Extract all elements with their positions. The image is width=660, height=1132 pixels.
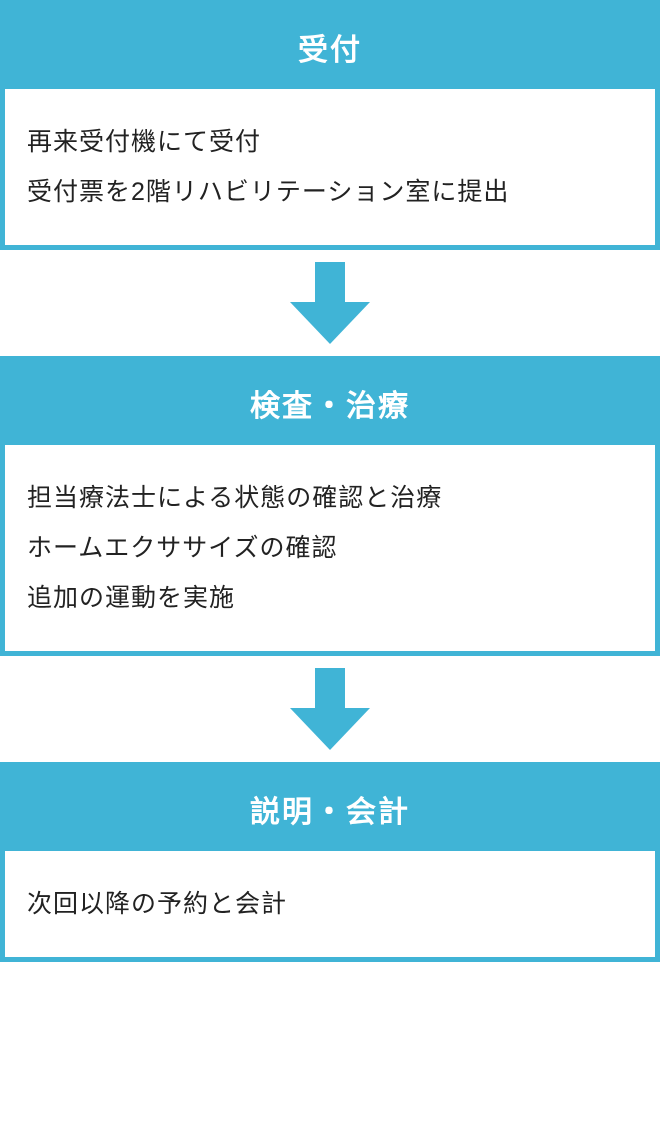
flow-step-2-body: 担当療法士による状態の確認と治療 ホームエクササイズの確認 追加の運動を実施 — [5, 445, 655, 651]
arrow-down-icon — [290, 262, 370, 344]
flow-step-3: 説明・会計 次回以降の予約と会計 — [0, 762, 660, 962]
flow-step-1: 受付 再来受付機にて受付 受付票を2階リハビリテーション室に提出 — [0, 0, 660, 250]
flow-step-2-title: 検査・治療 — [5, 361, 655, 445]
flow-step-2-line-1: 担当療法士による状態の確認と治療 — [27, 473, 633, 523]
flow-step-3-line-1: 次回以降の予約と会計 — [27, 879, 633, 929]
flow-step-2-line-3: 追加の運動を実施 — [27, 573, 633, 623]
flow-step-3-title: 説明・会計 — [5, 767, 655, 851]
arrow-down-icon — [290, 668, 370, 750]
flow-step-1-line-2: 受付票を2階リハビリテーション室に提出 — [27, 167, 633, 217]
flow-step-1-body: 再来受付機にて受付 受付票を2階リハビリテーション室に提出 — [5, 89, 655, 245]
flow-step-1-line-1: 再来受付機にて受付 — [27, 117, 633, 167]
flowchart-container: 受付 再来受付機にて受付 受付票を2階リハビリテーション室に提出 検査・治療 担… — [0, 0, 660, 962]
flow-step-1-title: 受付 — [5, 5, 655, 89]
flow-step-2-line-2: ホームエクササイズの確認 — [27, 523, 633, 573]
flow-step-2: 検査・治療 担当療法士による状態の確認と治療 ホームエクササイズの確認 追加の運… — [0, 356, 660, 656]
flow-step-3-body: 次回以降の予約と会計 — [5, 851, 655, 957]
